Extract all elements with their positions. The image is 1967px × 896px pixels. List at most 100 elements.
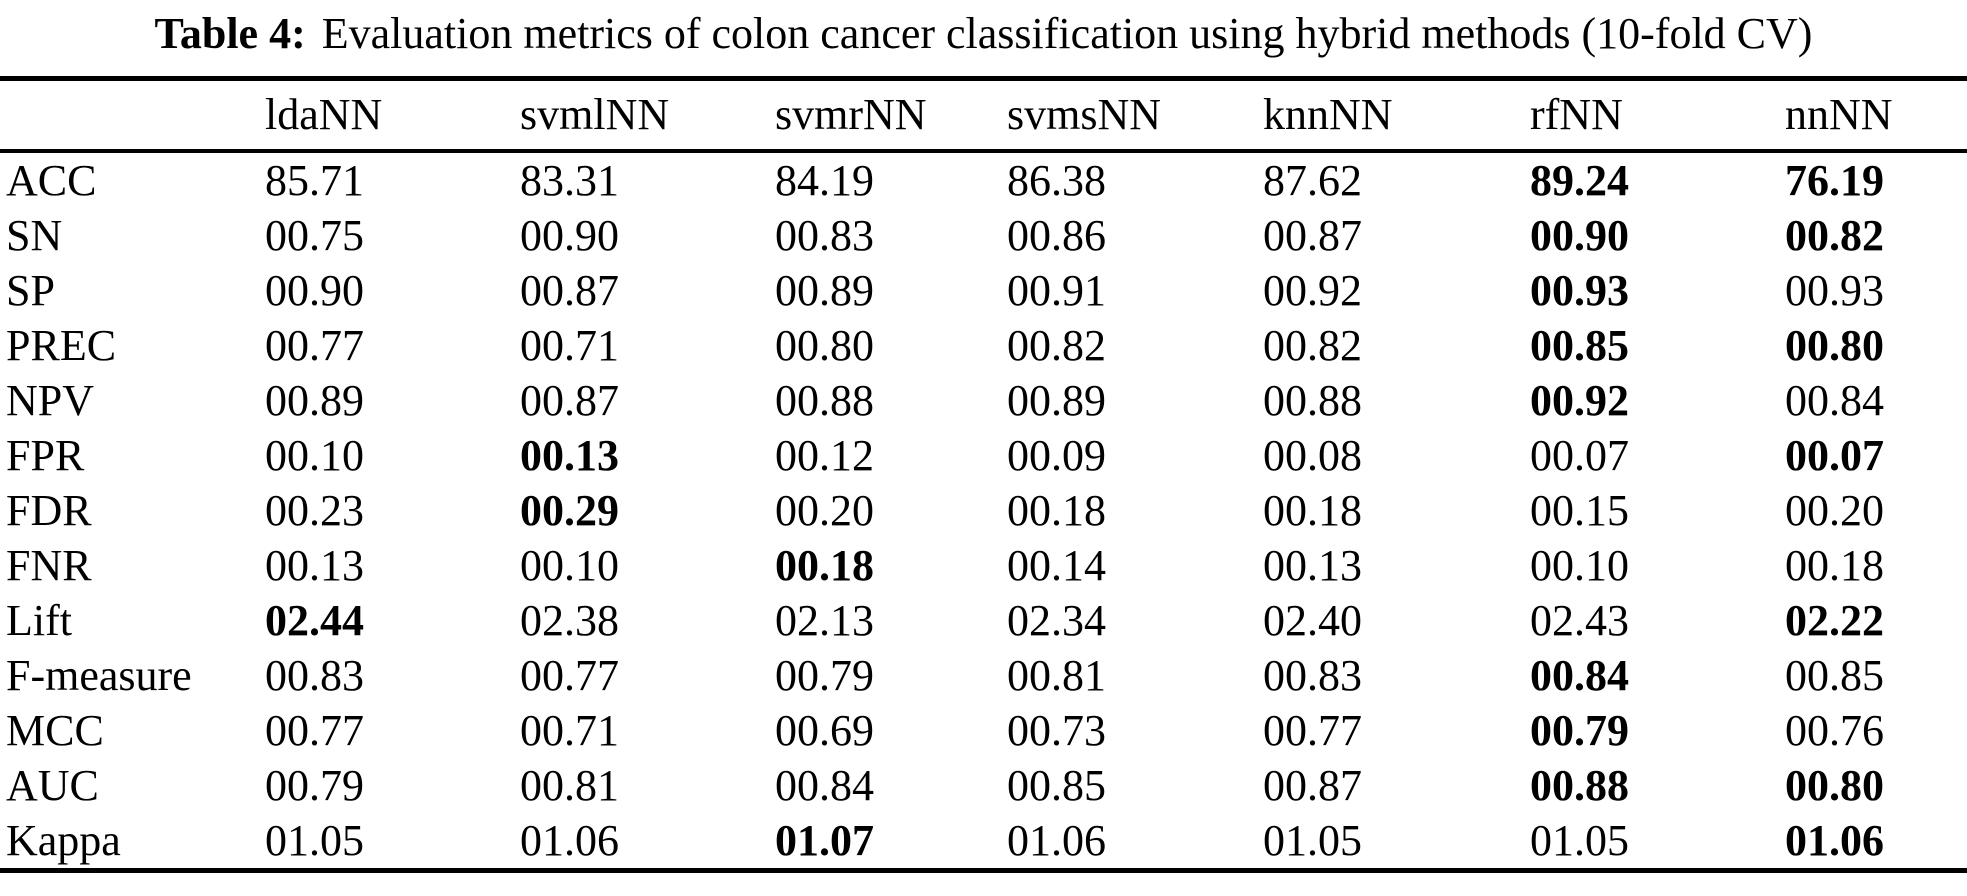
table-cell: 02.38 (520, 595, 619, 645)
table-row-Kappa: Kappa 01.05 01.06 01.07 01.06 01.05 01.05 01.06 (0, 813, 1967, 871)
row-label: Lift (6, 595, 72, 645)
table-cell: 84.19 (775, 155, 874, 205)
table-cell: 00.79 (265, 760, 364, 810)
table-cell: 00.23 (265, 485, 364, 535)
table-cell: 85.71 (265, 155, 364, 205)
table-cell: 00.89 (775, 265, 874, 315)
row-label: ACC (6, 155, 97, 205)
table-cell: 02.22 (1785, 595, 1884, 645)
table-cell: 86.38 (1007, 155, 1106, 205)
table-cell: 00.82 (1263, 320, 1362, 370)
table-cell: 83.31 (520, 155, 619, 205)
table-cell: 76.19 (1785, 155, 1884, 205)
table-cell: 00.76 (1785, 705, 1884, 755)
table-cell: 01.05 (1530, 815, 1629, 865)
table-cell: 02.43 (1530, 595, 1629, 645)
table-cell: 00.84 (1785, 375, 1884, 425)
row-label: FPR (6, 430, 85, 480)
table-cell: 00.12 (775, 430, 874, 480)
table-cell: 00.73 (1007, 705, 1106, 755)
table-row-NPV: NPV 00.89 00.87 00.88 00.89 00.88 00.92 00.84 (0, 373, 1967, 428)
table-cell: 00.85 (1785, 650, 1884, 700)
table-cell: 01.07 (775, 815, 874, 865)
column-header-svmsNN: svmsNN (1007, 90, 1162, 140)
table-cell: 00.89 (1007, 375, 1106, 425)
table-cell: 00.87 (520, 375, 619, 425)
table-cell: 00.18 (775, 540, 874, 590)
table-cell: 00.88 (1530, 760, 1629, 810)
table-cell: 00.88 (1263, 375, 1362, 425)
table-cell: 00.10 (1530, 540, 1629, 590)
table-header: ldaNN svmlNN svmrNN svmsNN knnNN rfNN nnNN (0, 79, 1967, 151)
table-caption-text: Evaluation metrics of colon cancer class… (321, 9, 1813, 58)
table-cell: 00.69 (775, 705, 874, 755)
table-row-FDR: FDR 00.23 00.29 00.20 00.18 00.18 00.15 00.20 (0, 483, 1967, 538)
metric-column-header (0, 79, 265, 151)
table-cell: 02.13 (775, 595, 874, 645)
metrics-table: ldaNN svmlNN svmrNN svmsNN knnNN rfNN nnNN ACC… (0, 76, 1967, 873)
table-cell: 00.81 (1007, 650, 1106, 700)
table-row-FPR: FPR 00.10 00.13 00.12 00.09 00.08 00.07 00.07 (0, 428, 1967, 483)
table-cell: 00.87 (1263, 210, 1362, 260)
table-cell: 00.13 (520, 430, 619, 480)
table-cell: 00.91 (1007, 265, 1106, 315)
table-cell: 00.85 (1530, 320, 1629, 370)
table-cell: 00.85 (1007, 760, 1106, 810)
table-caption-label: Table 4: (154, 9, 306, 58)
table-cell: 00.08 (1263, 430, 1362, 480)
table-cell: 00.80 (1785, 760, 1884, 810)
table-row-Lift: Lift 02.44 02.38 02.13 02.34 02.40 02.43 02.22 (0, 593, 1967, 648)
column-header-svmlNN: svmlNN (520, 90, 670, 140)
table-cell: 00.83 (775, 210, 874, 260)
table-cell: 00.77 (265, 705, 364, 755)
table-cell: 00.07 (1530, 430, 1629, 480)
table-row-ACC: ACC 85.71 83.31 84.19 86.38 87.62 89.24 76.19 (0, 151, 1967, 208)
table-cell: 02.44 (265, 595, 364, 645)
table-cell: 00.75 (265, 210, 364, 260)
table-cell: 00.86 (1007, 210, 1106, 260)
table-caption: Table 4: Evaluation metrics of colon canc… (0, 0, 1967, 62)
column-header-knnNN: knnNN (1263, 90, 1393, 140)
table-row-SP: SP 00.90 00.87 00.89 00.91 00.92 00.93 00.93 (0, 263, 1967, 318)
column-header-nnNN: nnNN (1785, 90, 1893, 140)
table-cell: 00.92 (1530, 375, 1629, 425)
row-label: Kappa (6, 815, 121, 865)
table-cell: 00.13 (265, 540, 364, 590)
table-cell: 00.29 (520, 485, 619, 535)
table-cell: 00.18 (1263, 485, 1362, 535)
table-cell: 00.20 (775, 485, 874, 535)
table-cell: 00.15 (1530, 485, 1629, 535)
table-cell: 00.93 (1785, 265, 1884, 315)
table-cell: 00.10 (265, 430, 364, 480)
table-cell: 00.20 (1785, 485, 1884, 535)
table-cell: 00.14 (1007, 540, 1106, 590)
column-header-rfNN: rfNN (1530, 90, 1623, 140)
table-cell: 01.06 (1785, 815, 1884, 865)
table-cell: 00.77 (265, 320, 364, 370)
table-cell: 00.89 (265, 375, 364, 425)
table-cell: 00.71 (520, 705, 619, 755)
table-row-AUC: AUC 00.79 00.81 00.84 00.85 00.87 00.88 00.80 (0, 758, 1967, 813)
table-row-F-measure: F-measure 00.83 00.77 00.79 00.81 00.83 00.84 0… (0, 648, 1967, 703)
row-label: MCC (6, 705, 104, 755)
table-cell: 00.09 (1007, 430, 1106, 480)
table-cell: 00.82 (1007, 320, 1106, 370)
table-cell: 00.90 (520, 210, 619, 260)
table-cell: 01.06 (520, 815, 619, 865)
table-cell: 87.62 (1263, 155, 1362, 205)
row-label: PREC (6, 320, 117, 370)
row-label: NPV (6, 375, 95, 425)
table-cell: 02.40 (1263, 595, 1362, 645)
table-cell: 00.13 (1263, 540, 1362, 590)
row-label: F-measure (6, 650, 192, 700)
table-cell: 00.79 (775, 650, 874, 700)
table-cell: 00.79 (1530, 705, 1629, 755)
table-cell: 01.05 (265, 815, 364, 865)
table-cell: 00.92 (1263, 265, 1362, 315)
table-row-MCC: MCC 00.77 00.71 00.69 00.73 00.77 00.79 00.76 (0, 703, 1967, 758)
table-cell: 00.81 (520, 760, 619, 810)
table-cell: 00.82 (1785, 210, 1884, 260)
row-label: SP (6, 265, 55, 315)
row-label: SN (6, 210, 63, 260)
